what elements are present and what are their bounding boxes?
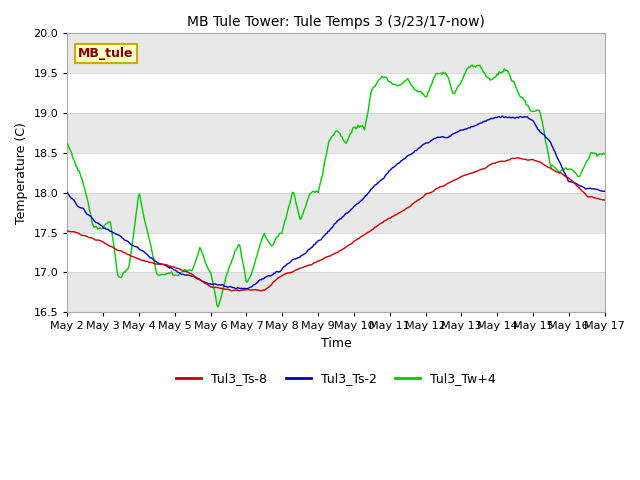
Tul3_Ts-8 bbox=[590, 195, 598, 201]
Tul3_Tw+4 bbox=[323, 149, 331, 155]
Tul3_Ts-8 bbox=[355, 236, 363, 241]
Tul3_Tw+4 bbox=[320, 165, 328, 170]
X-axis label: Time: Time bbox=[321, 337, 351, 350]
Tul3_Ts-8 bbox=[385, 216, 392, 222]
Tul3_Tw+4 bbox=[385, 79, 392, 84]
Line: Tul3_Ts-2: Tul3_Ts-2 bbox=[67, 116, 605, 289]
Tul3_Ts-8 bbox=[63, 228, 71, 234]
Tul3_Tw+4 bbox=[601, 151, 609, 157]
Tul3_Ts-2 bbox=[601, 188, 609, 194]
Tul3_Ts-8 bbox=[515, 155, 522, 161]
Tul3_Ts-2 bbox=[590, 186, 598, 192]
Tul3_Ts-2 bbox=[239, 286, 246, 292]
Bar bbox=[67, 192, 605, 232]
Text: MB_tule: MB_tule bbox=[78, 47, 134, 60]
Tul3_Ts-2 bbox=[323, 231, 331, 237]
Tul3_Ts-2 bbox=[499, 113, 506, 119]
Tul3_Tw+4 bbox=[590, 150, 598, 156]
Tul3_Ts-2 bbox=[355, 200, 363, 205]
Tul3_Ts-8 bbox=[601, 197, 609, 203]
Tul3_Tw+4 bbox=[506, 72, 514, 78]
Legend: Tul3_Ts-8, Tul3_Ts-2, Tul3_Tw+4: Tul3_Ts-8, Tul3_Ts-2, Tul3_Tw+4 bbox=[171, 367, 501, 390]
Tul3_Ts-8 bbox=[228, 288, 236, 294]
Tul3_Ts-8 bbox=[320, 256, 328, 262]
Bar bbox=[67, 113, 605, 153]
Tul3_Ts-2 bbox=[63, 190, 71, 195]
Tul3_Ts-8 bbox=[505, 157, 513, 163]
Y-axis label: Temperature (C): Temperature (C) bbox=[15, 122, 28, 224]
Line: Tul3_Ts-8: Tul3_Ts-8 bbox=[67, 158, 605, 291]
Tul3_Ts-8 bbox=[323, 254, 331, 260]
Tul3_Tw+4 bbox=[355, 125, 363, 131]
Tul3_Tw+4 bbox=[214, 304, 222, 310]
Tul3_Ts-2 bbox=[320, 233, 328, 239]
Title: MB Tule Tower: Tule Temps 3 (3/23/17-now): MB Tule Tower: Tule Temps 3 (3/23/17-now… bbox=[187, 15, 485, 29]
Tul3_Tw+4 bbox=[468, 62, 476, 68]
Line: Tul3_Tw+4: Tul3_Tw+4 bbox=[67, 65, 605, 307]
Bar bbox=[67, 33, 605, 73]
Tul3_Tw+4 bbox=[63, 141, 71, 147]
Tul3_Ts-2 bbox=[385, 169, 392, 175]
Bar bbox=[67, 273, 605, 312]
Tul3_Ts-2 bbox=[506, 114, 514, 120]
